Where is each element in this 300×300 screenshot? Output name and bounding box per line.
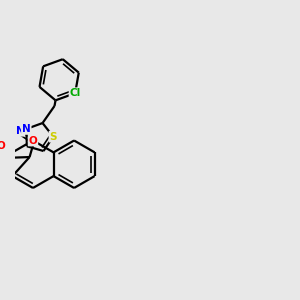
Text: O: O: [28, 136, 38, 146]
Text: O: O: [0, 141, 5, 151]
Text: N: N: [16, 126, 24, 136]
Text: Cl: Cl: [70, 88, 81, 98]
Text: N: N: [22, 124, 31, 134]
Text: S: S: [50, 132, 57, 142]
